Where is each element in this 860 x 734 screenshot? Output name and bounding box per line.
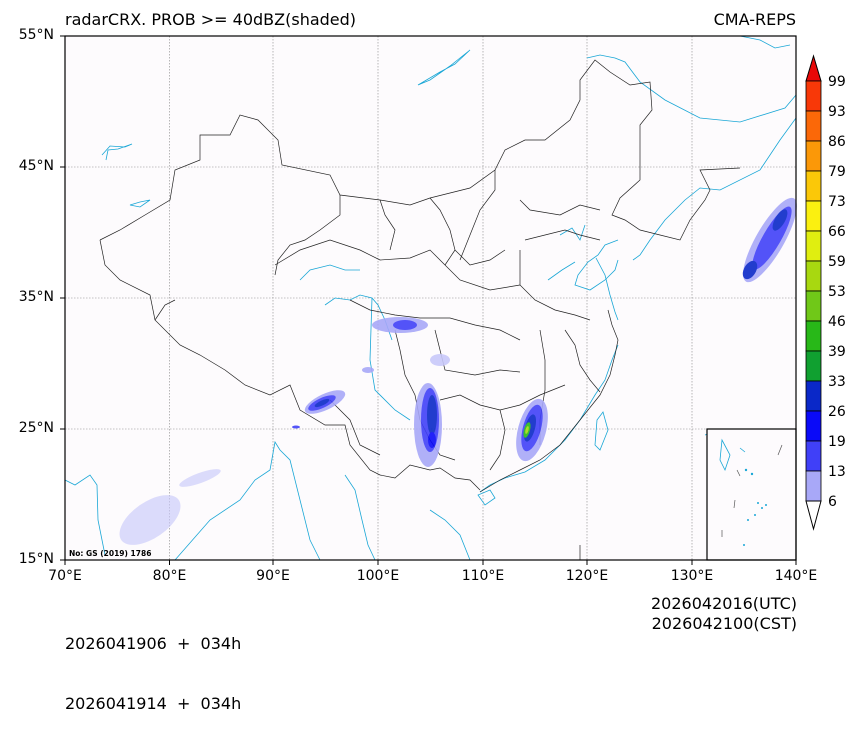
colorbar-label: 26 xyxy=(828,404,846,420)
colorbar-label: 19 xyxy=(828,434,846,450)
map-plot xyxy=(60,35,822,565)
colorbar-label: 53 xyxy=(828,284,846,300)
coastlines xyxy=(64,35,797,561)
lon-tick-110: 110°E xyxy=(461,568,505,584)
colorbar-label: 59 xyxy=(828,254,846,270)
colorbar-over-arrow xyxy=(805,54,822,82)
valid-time-utc: 2026042016(UTC) xyxy=(651,594,797,613)
model-name: CMA-REPS xyxy=(713,10,796,29)
lat-tick-15: 15°N xyxy=(18,551,54,567)
colorbar-label: 33 xyxy=(828,374,846,390)
axis-ticks xyxy=(60,35,797,565)
colorbar-label: 66 xyxy=(828,224,846,240)
chart-title: radarCRX. PROB >= 40dBZ(shaded) xyxy=(65,10,357,29)
graticule xyxy=(65,36,796,560)
probability-shading xyxy=(119,197,797,545)
lat-tick-45: 45°N xyxy=(18,158,54,174)
colorbar-label: 6 xyxy=(828,494,837,510)
lat-tick-55: 55°N xyxy=(18,27,54,43)
valid-time-cst: 2026042100(CST) xyxy=(651,614,797,633)
lat-tick-25: 25°N xyxy=(18,420,54,436)
lon-tick-100: 100°E xyxy=(356,568,400,584)
colorbar-label: 93 xyxy=(828,104,846,120)
lon-tick-130: 130°E xyxy=(670,568,714,584)
lon-tick-70: 70°E xyxy=(48,568,82,584)
lon-tick-140: 140°E xyxy=(774,568,818,584)
approval-note: No: GS (2019) 1786 xyxy=(69,549,152,558)
colorbar-label: 73 xyxy=(828,194,846,210)
init-time-utc: 2026041906 + 034h xyxy=(65,634,242,653)
admin-borders xyxy=(99,59,741,560)
init-time-cst: 2026041914 + 034h xyxy=(65,694,242,713)
colorbar-label: 99 xyxy=(828,74,846,90)
lat-tick-35: 35°N xyxy=(18,289,54,305)
colorbar xyxy=(805,54,822,531)
colorbar-label: 86 xyxy=(828,134,846,150)
colorbar-under-arrow xyxy=(805,500,822,531)
lon-tick-90: 90°E xyxy=(256,568,290,584)
colorbar-label: 13 xyxy=(828,464,846,480)
lon-tick-120: 120°E xyxy=(565,568,609,584)
colorbar-label: 46 xyxy=(828,314,846,330)
colorbar-label: 39 xyxy=(828,344,846,360)
colorbar-label: 79 xyxy=(828,164,846,180)
footer-left: 2026041906 + 034h 2026041914 + 034h xyxy=(65,594,241,734)
footer-right: 2026042016(UTC) 2026042100(CST) xyxy=(651,594,797,634)
south-china-sea-inset xyxy=(706,428,797,561)
lon-tick-80: 80°E xyxy=(152,568,187,584)
